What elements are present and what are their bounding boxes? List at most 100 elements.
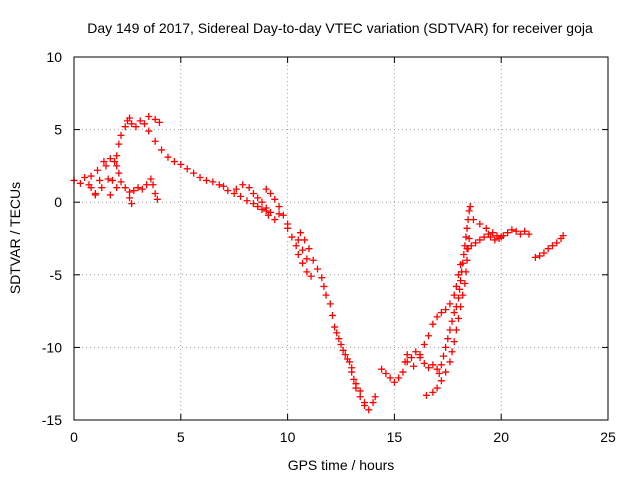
data-point-plus (151, 189, 159, 197)
data-point-plus (117, 131, 125, 139)
data-point-plus (132, 123, 140, 131)
y-tick-label: 5 (54, 122, 62, 138)
data-point-plus (202, 176, 210, 184)
data-point-plus (531, 253, 539, 261)
series-segment-11 (463, 226, 533, 253)
data-point-plus (480, 233, 488, 241)
data-point-plus (322, 291, 330, 299)
data-point-plus (271, 216, 279, 224)
data-point-plus (493, 232, 501, 240)
data-point-plus (378, 365, 386, 373)
data-point-plus (446, 300, 454, 308)
data-point-plus (395, 374, 403, 382)
data-point-plus (326, 300, 334, 308)
data-point-plus (429, 361, 437, 369)
data-point-plus (245, 184, 253, 192)
data-point-plus (307, 272, 315, 280)
data-point-plus (254, 194, 262, 202)
data-point-plus (215, 181, 223, 189)
data-point-plus (81, 174, 89, 182)
data-point-plus (318, 274, 326, 282)
data-point-plus (209, 178, 217, 186)
data-point-plus (356, 387, 364, 395)
data-point-plus (463, 245, 471, 253)
data-point-plus (314, 265, 322, 273)
data-point-plus (386, 374, 394, 382)
data-point-plus (448, 348, 456, 356)
data-point-plus (155, 118, 163, 126)
chart-title: Day 149 of 2017, Sidereal Day-to-day VTE… (87, 20, 593, 36)
data-point-plus (465, 207, 473, 215)
series-segment-5 (232, 181, 292, 228)
series-segment-8 (378, 203, 474, 386)
data-point-plus (128, 200, 136, 208)
series-segment-7 (333, 329, 368, 407)
data-point-plus (457, 277, 465, 285)
data-point-plus (433, 313, 441, 321)
data-point-plus (305, 245, 313, 253)
data-point-plus (288, 233, 296, 241)
data-point-plus (126, 194, 134, 202)
data-point-plus (117, 178, 125, 186)
data-point-plus (341, 351, 349, 359)
data-point-plus (136, 117, 144, 125)
series-segment-13 (531, 232, 567, 261)
data-point-plus (128, 120, 136, 128)
data-point-plus (100, 158, 108, 166)
data-point-plus (190, 169, 198, 177)
x-tick-label: 20 (493, 429, 509, 445)
series-segment-9 (403, 261, 465, 370)
data-point-plus (512, 227, 520, 235)
data-point-plus (420, 340, 428, 348)
data-point-plus (151, 115, 159, 123)
data-point-plus (106, 155, 114, 163)
data-point-plus (243, 197, 251, 205)
data-point-plus (87, 172, 95, 180)
data-point-plus (450, 309, 458, 317)
data-point-plus (102, 162, 110, 170)
data-point-plus (275, 203, 283, 211)
data-point-plus (346, 358, 354, 366)
data-point-plus (466, 203, 474, 211)
data-point-plus (108, 176, 116, 184)
data-point-plus (279, 211, 287, 219)
data-point-plus (292, 242, 300, 250)
data-point-plus (158, 146, 166, 154)
data-point-plus (249, 189, 257, 197)
data-point-plus (429, 320, 437, 328)
data-point-plus (115, 169, 123, 177)
data-point-plus (452, 282, 460, 290)
data-point-plus (303, 268, 311, 276)
data-point-plus (337, 340, 345, 348)
data-point-plus (548, 242, 556, 250)
data-point-plus (446, 326, 454, 334)
data-point-plus (457, 303, 465, 311)
data-point-plus (183, 165, 191, 173)
y-tick-label: 0 (54, 194, 62, 210)
series-segment-2 (87, 113, 163, 199)
data-point-plus (134, 184, 142, 192)
data-point-plus (93, 166, 101, 174)
data-point-plus (369, 399, 377, 407)
data-point-plus (284, 224, 292, 232)
data-point-plus (232, 185, 240, 193)
data-point-plus (437, 361, 445, 369)
data-point-plus (460, 250, 468, 258)
data-point-plus (487, 233, 495, 241)
data-point-plus (230, 189, 238, 197)
data-point-plus (435, 370, 443, 378)
data-point-plus (407, 354, 415, 362)
x-tick-labels: 0 5 10 15 20 25 (70, 429, 616, 445)
data-point-plus (489, 229, 497, 237)
data-point-plus (275, 210, 283, 218)
data-point-plus (262, 204, 270, 212)
data-point-plus (365, 406, 373, 414)
data-point-plus (425, 364, 433, 372)
data-point-plus (399, 368, 407, 376)
data-point-plus (267, 189, 275, 197)
x-tick-label: 0 (70, 429, 78, 445)
data-point-plus (536, 252, 544, 260)
data-point-plus (467, 242, 475, 250)
data-point-plus (335, 335, 343, 343)
data-point-plus (540, 249, 548, 257)
